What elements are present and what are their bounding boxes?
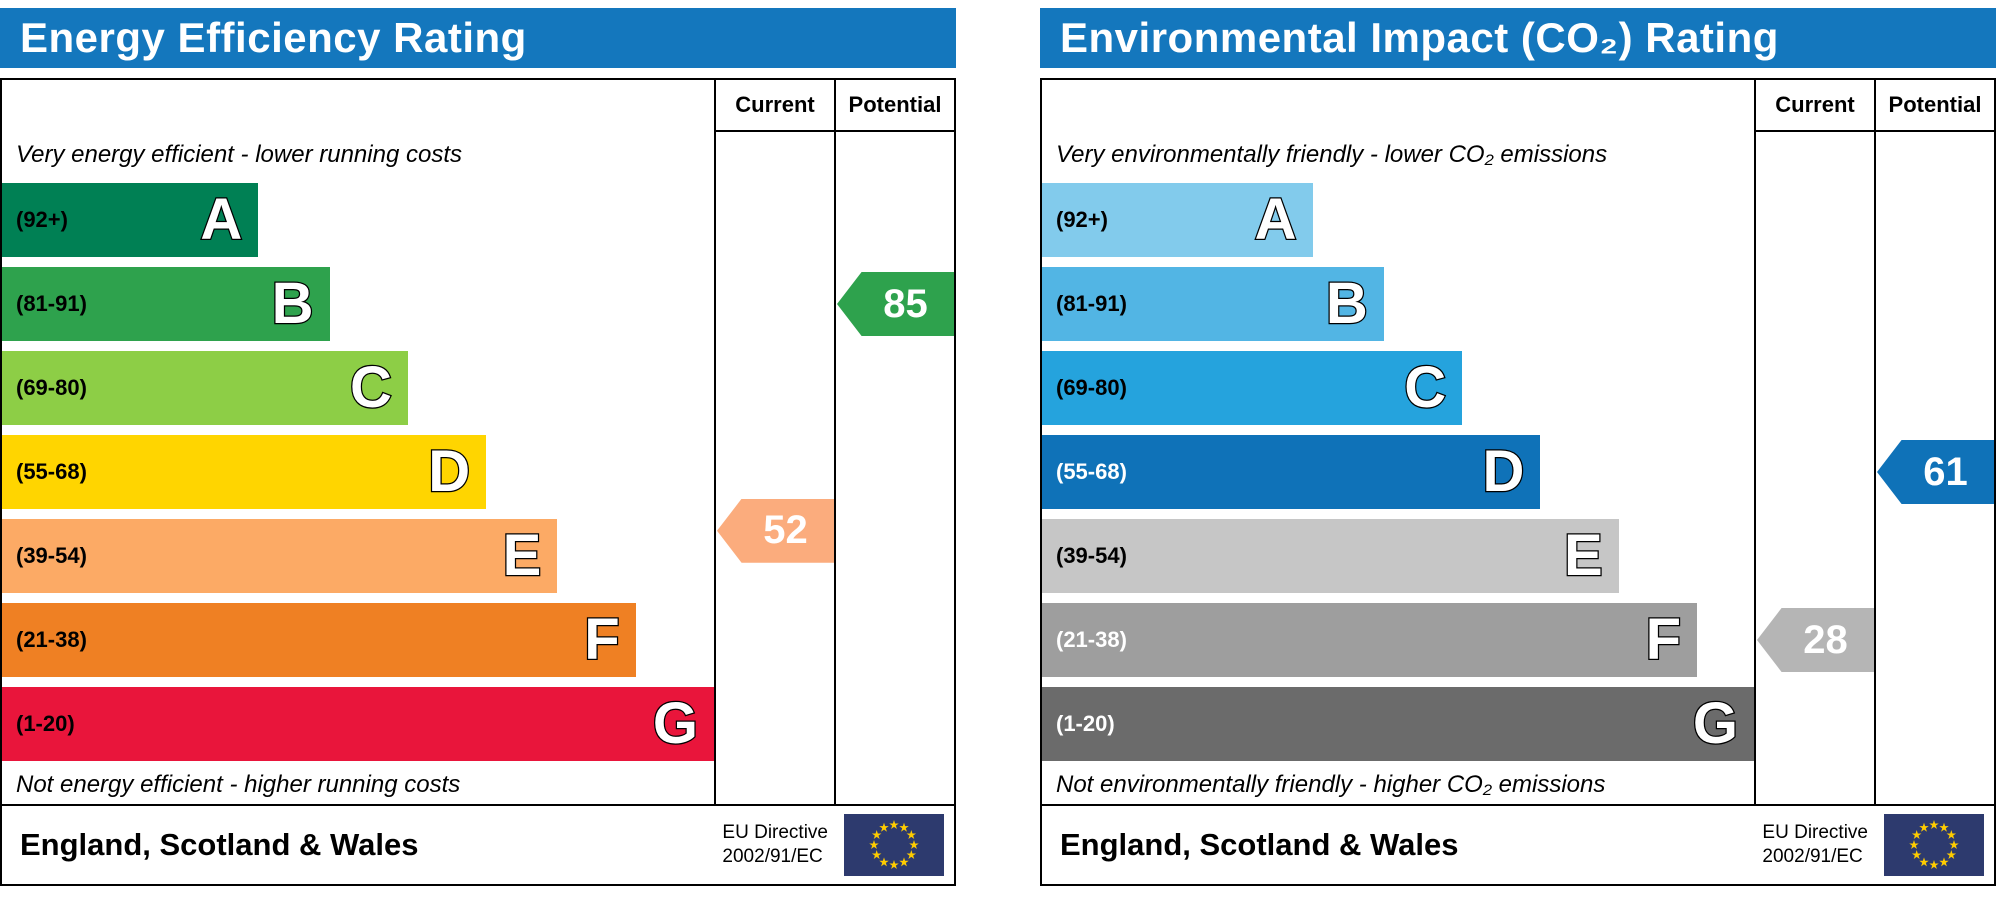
band-range-label: (92+) (16, 207, 68, 232)
band-row-c: (69-80) C (2, 346, 714, 430)
environmental-impact-title: Environmental Impact (CO₂) Rating (1060, 14, 1779, 61)
current-value-column: 28 (1754, 132, 1874, 804)
band-row-d: (55-68) D (1042, 430, 1754, 514)
header-spacer (2, 80, 714, 132)
band-range-label: (1-20) (1056, 711, 1115, 736)
energy-efficiency-table: Current Potential Very energy efficient … (0, 78, 956, 886)
bands-area: Very energy efficient - lower running co… (2, 132, 714, 804)
top-caption: Very energy efficient - lower running co… (16, 141, 462, 168)
band-range-label: (21-38) (1056, 627, 1127, 652)
eu-flag-icon (1884, 814, 1984, 876)
band-row-d: (55-68) D (2, 430, 714, 514)
band-letter: G (1692, 691, 1740, 756)
band-letter: G (652, 691, 700, 756)
bands-area: Very environmentally friendly - lower CO… (1042, 132, 1754, 804)
band-row-g: (1-20) G (1042, 682, 1754, 766)
band-letter: C (1403, 355, 1447, 420)
eu-directive-line1: EU Directive (1762, 822, 1868, 844)
band-bar-c: (69-80) C (2, 351, 408, 425)
eu-flag-icon (844, 814, 944, 876)
potential-column-header: Potential (834, 80, 954, 132)
band-row-a: (92+) A (1042, 178, 1754, 262)
band-row-e: (39-54) E (1042, 514, 1754, 598)
band-bar-c: (69-80) C (1042, 351, 1463, 425)
band-bar-g: (1-20) G (1042, 687, 1754, 761)
potential-rating-arrow: 61 (1877, 440, 1994, 504)
band-row-f: (21-38) F (2, 598, 714, 682)
band-bar-e: (39-54) E (1042, 519, 1619, 593)
band-letter: E (501, 523, 542, 588)
band-row-g: (1-20) G (2, 682, 714, 766)
potential-column-header: Potential (1874, 80, 1994, 132)
band-letter: E (1563, 523, 1604, 588)
band-range-label: (55-68) (16, 459, 87, 484)
current-rating-arrow: 52 (717, 498, 834, 563)
band-bar-b: (81-91) B (2, 267, 330, 341)
band-letter: C (349, 355, 393, 420)
band-letter: D (1481, 439, 1525, 504)
eu-directive-line2: 2002/91/EC (722, 846, 823, 867)
potential-rating-arrow: 85 (837, 272, 954, 336)
potential-value-column: 85 (834, 132, 954, 804)
band-row-a: (92+) A (2, 178, 714, 262)
band-list: (92+) A (81-91) B (69-80) C (55-68) D (39-54) E (2… (1042, 178, 1754, 766)
band-letter: F (1644, 607, 1682, 672)
eu-directive-label: EU Directive 2002/91/EC (722, 821, 828, 869)
band-range-label: (39-54) (16, 543, 87, 568)
band-bar-f: (21-38) F (2, 603, 636, 677)
band-letter: D (427, 439, 471, 504)
band-range-label: (81-91) (1056, 291, 1127, 316)
band-bar-a: (92+) A (1042, 183, 1313, 257)
band-bar-g: (1-20) G (2, 687, 714, 761)
region-label: England, Scotland & Wales (20, 827, 419, 862)
band-range-label: (81-91) (16, 291, 87, 316)
band-letter: A (1253, 187, 1297, 252)
eu-directive-label: EU Directive 2002/91/EC (1762, 821, 1868, 869)
band-bar-f: (21-38) F (1042, 603, 1698, 677)
current-column-header: Current (714, 80, 834, 132)
band-range-label: (55-68) (1056, 459, 1127, 484)
band-bar-a: (92+) A (2, 183, 259, 257)
band-row-e: (39-54) E (2, 514, 714, 598)
band-list: (92+) A (81-91) B (69-80) C (55-68) D (39-54) E (2… (2, 178, 714, 766)
bottom-caption: Not energy efficient - higher running co… (16, 771, 461, 798)
eu-directive-line1: EU Directive (722, 822, 828, 844)
band-bar-d: (55-68) D (2, 435, 487, 509)
potential-value-column: 61 (1874, 132, 1994, 804)
environmental-impact-table: Current Potential Very environmentally f… (1040, 78, 1996, 886)
environmental-impact-title-bar: Environmental Impact (CO₂) Rating (1040, 8, 1996, 68)
top-caption: Very environmentally friendly - lower CO… (1056, 141, 1608, 168)
band-range-label: (69-80) (16, 375, 87, 400)
band-bar-d: (55-68) D (1042, 435, 1541, 509)
band-bar-b: (81-91) B (1042, 267, 1384, 341)
band-range-label: (92+) (1056, 207, 1108, 232)
energy-efficiency-title: Energy Efficiency Rating (20, 14, 527, 61)
table-footer: England, Scotland & Wales EU Directive 2… (1042, 804, 1994, 884)
band-range-label: (69-80) (1056, 375, 1127, 400)
table-footer: England, Scotland & Wales EU Directive 2… (2, 804, 954, 884)
band-row-b: (81-91) B (1042, 262, 1754, 346)
current-rating-arrow: 28 (1757, 608, 1874, 672)
environmental-impact-panel: Environmental Impact (CO₂) Rating Curren… (1040, 8, 1996, 886)
bottom-caption: Not environmentally friendly - higher CO… (1056, 771, 1606, 798)
band-letter: B (1325, 271, 1369, 336)
band-range-label: (1-20) (16, 711, 75, 736)
band-range-label: (39-54) (1056, 543, 1127, 568)
band-row-b: (81-91) B (2, 262, 714, 346)
current-value-column: 52 (714, 132, 834, 804)
band-row-c: (69-80) C (1042, 346, 1754, 430)
band-range-label: (21-38) (16, 627, 87, 652)
current-column-header: Current (1754, 80, 1874, 132)
eu-directive-line2: 2002/91/EC (1762, 846, 1863, 867)
energy-efficiency-title-bar: Energy Efficiency Rating (0, 8, 956, 68)
energy-efficiency-panel: Energy Efficiency Rating Current Potenti… (0, 8, 956, 886)
band-letter: F (583, 607, 621, 672)
band-letter: A (199, 187, 243, 252)
band-bar-e: (39-54) E (2, 519, 558, 593)
header-spacer (1042, 80, 1754, 132)
region-label: England, Scotland & Wales (1060, 827, 1459, 862)
band-letter: B (270, 271, 314, 336)
band-row-f: (21-38) F (1042, 598, 1754, 682)
